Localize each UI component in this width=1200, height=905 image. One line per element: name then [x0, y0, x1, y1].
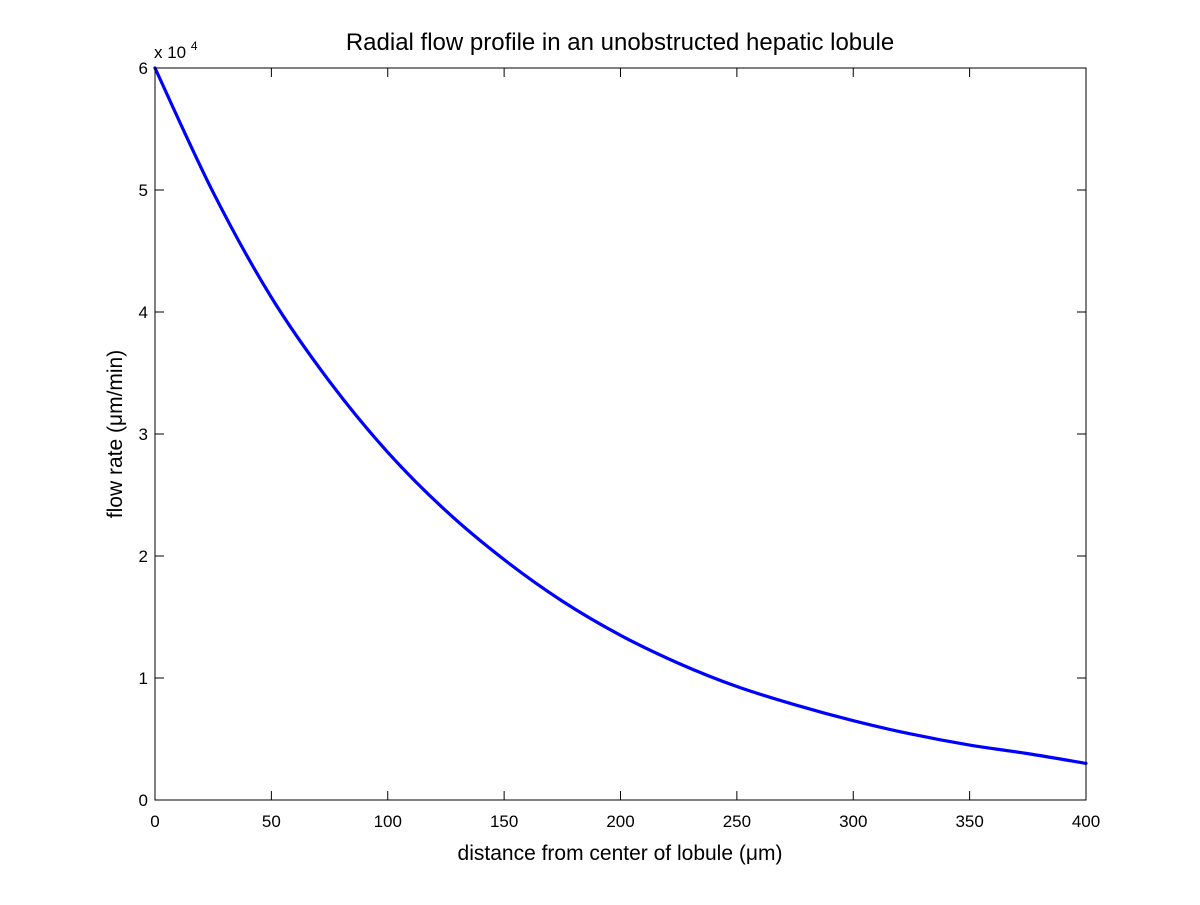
x-tick-label: 300 — [839, 812, 867, 831]
x-tick-label: 400 — [1072, 812, 1100, 831]
y-tick-label: 1 — [139, 669, 148, 688]
x-tick-label: 250 — [723, 812, 751, 831]
x-tick-label: 150 — [490, 812, 518, 831]
chart-title: Radial flow profile in an unobstructed h… — [346, 29, 894, 56]
x-tick-label: 50 — [262, 812, 281, 831]
x-tick-label: 100 — [374, 812, 402, 831]
x-tick-label: 200 — [606, 812, 634, 831]
y-axis-exponent-base: x 10 — [154, 43, 186, 62]
y-axis-title: flow rate (μm/min) — [104, 350, 127, 518]
y-tick-label: 2 — [139, 547, 148, 566]
x-tick-label: 350 — [955, 812, 983, 831]
x-axis-title: distance from center of lobule (μm) — [458, 842, 783, 865]
plot-area — [155, 68, 1086, 800]
y-tick-label: 5 — [139, 181, 148, 200]
y-tick-label: 6 — [139, 59, 148, 78]
x-tick-label: 0 — [150, 812, 159, 831]
y-tick-label: 4 — [139, 303, 148, 322]
y-axis-exponent-power: 4 — [191, 39, 198, 53]
y-tick-label: 0 — [139, 791, 148, 810]
y-tick-label: 3 — [139, 425, 148, 444]
